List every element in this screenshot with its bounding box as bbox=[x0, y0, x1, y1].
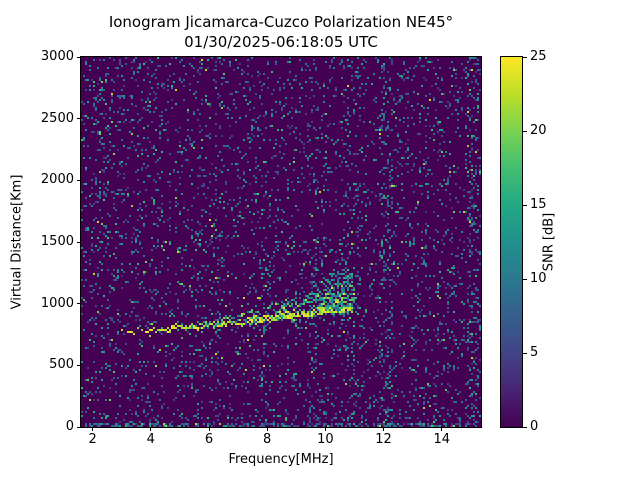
colorbar bbox=[500, 56, 523, 428]
x-tick-label: 10 bbox=[317, 432, 334, 447]
colorbar-tick-label: 25 bbox=[530, 49, 547, 64]
colorbar-tick-label: 10 bbox=[530, 271, 547, 286]
y-tick-mark bbox=[77, 118, 81, 120]
colorbar-tick-mark bbox=[523, 130, 527, 132]
y-tick-mark bbox=[77, 179, 81, 181]
plot-area bbox=[80, 56, 482, 428]
x-tick-label: 2 bbox=[88, 432, 97, 447]
x-tick-mark bbox=[208, 427, 210, 431]
y-tick-label: 500 bbox=[49, 357, 74, 373]
chart-title-line2: 01/30/2025-06:18:05 UTC bbox=[184, 33, 378, 51]
x-tick-label: 14 bbox=[433, 432, 450, 447]
y-tick-mark bbox=[77, 426, 81, 428]
colorbar-tick-label: 15 bbox=[530, 197, 547, 212]
x-tick-mark bbox=[92, 427, 94, 431]
colorbar-tick-mark bbox=[523, 426, 527, 428]
x-tick-mark bbox=[150, 427, 152, 431]
colorbar-tick-label: 20 bbox=[530, 123, 547, 138]
x-tick-mark bbox=[266, 427, 268, 431]
colorbar-tick-label: 0 bbox=[530, 419, 539, 434]
x-tick-label: 12 bbox=[375, 432, 392, 447]
ionogram-heatmap-canvas bbox=[81, 57, 481, 427]
x-axis-label: Frequency[MHz] bbox=[228, 452, 334, 467]
x-tick-label: 4 bbox=[146, 432, 155, 447]
y-tick-mark bbox=[77, 364, 81, 366]
x-tick-mark bbox=[324, 427, 326, 431]
y-tick-label: 1500 bbox=[40, 234, 74, 249]
y-axis-label: Virtual Distance[Km] bbox=[9, 174, 25, 310]
x-tick-mark bbox=[383, 427, 385, 431]
y-tick-mark bbox=[77, 303, 81, 305]
colorbar-tick-label: 5 bbox=[530, 345, 539, 360]
colorbar-label: SNR [dB] bbox=[541, 212, 557, 272]
y-tick-label: 2500 bbox=[40, 110, 74, 126]
chart-title: Ionogram Jicamarca-Cuzco Polarization NE… bbox=[81, 12, 481, 52]
x-tick-mark bbox=[441, 427, 443, 431]
y-tick-label: 3000 bbox=[40, 49, 74, 64]
chart-title-line1: Ionogram Jicamarca-Cuzco Polarization NE… bbox=[108, 13, 454, 31]
x-tick-label: 6 bbox=[204, 432, 214, 447]
y-tick-mark bbox=[77, 56, 81, 58]
y-tick-label: 1000 bbox=[40, 295, 74, 311]
x-tick-label: 8 bbox=[263, 432, 272, 447]
y-tick-mark bbox=[77, 241, 81, 243]
y-tick-label: 2000 bbox=[40, 172, 74, 188]
colorbar-tick-mark bbox=[523, 56, 527, 58]
colorbar-tick-mark bbox=[523, 204, 527, 206]
colorbar-tick-mark bbox=[523, 352, 527, 354]
y-tick-label: 0 bbox=[65, 419, 74, 434]
colorbar-tick-mark bbox=[523, 278, 527, 280]
